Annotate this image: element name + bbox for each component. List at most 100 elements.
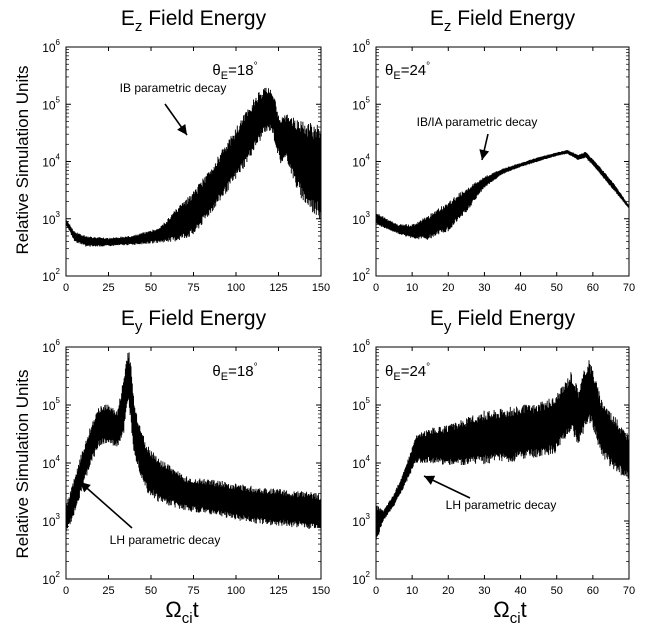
x-tick-label: 40 — [514, 585, 526, 597]
theta-degree: ° — [254, 362, 258, 373]
x-tick-label: 25 — [102, 282, 114, 294]
theta-annotation: θE=18° — [212, 61, 257, 82]
panel-title: Ez Field Energy — [121, 7, 267, 35]
x-tick-label: 40 — [514, 282, 526, 294]
x-tick-label: 0 — [373, 282, 379, 294]
annotation-arrow-head — [177, 123, 187, 135]
y-tick-base: 10 — [42, 41, 56, 55]
x-tick-label: 10 — [406, 585, 418, 597]
y-tick-label: 102 — [352, 267, 370, 284]
x-tick-label: 50 — [145, 585, 157, 597]
xlabel-right-sub: ci — [510, 610, 521, 627]
theta-value: =18 — [228, 363, 253, 380]
data-trace — [375, 150, 630, 240]
theta-symbol: θ — [385, 62, 393, 79]
xlabel-left-sub: ci — [182, 610, 193, 627]
x-tick-label: 50 — [551, 585, 563, 597]
x-tick-label: 25 — [102, 585, 114, 597]
y-tick-exp: 4 — [366, 153, 371, 162]
x-tick-label: 10 — [406, 282, 418, 294]
y-tick-exp: 6 — [56, 338, 61, 347]
y-tick-exp: 3 — [56, 210, 61, 219]
y-tick-exp: 5 — [56, 95, 61, 104]
theta-symbol: θ — [212, 363, 220, 380]
y-tick-exp: 2 — [366, 570, 371, 579]
panel-title-main: E — [121, 307, 135, 330]
xlabel-right: Ωcit — [493, 597, 526, 627]
panel-title: Ez Field Energy — [430, 7, 576, 35]
panel-title-sub: y — [444, 318, 452, 335]
y-tick-base: 10 — [352, 41, 366, 55]
ylabel-bottom: Relative Simulation Units — [13, 370, 32, 559]
theta-symbol: θ — [212, 62, 220, 79]
x-tick-label: 20 — [442, 585, 454, 597]
theta-degree: ° — [254, 61, 258, 72]
data-trace — [65, 87, 322, 247]
y-tick-label: 102 — [42, 267, 60, 284]
theta-value: =24 — [401, 62, 426, 79]
panel-title: Ey Field Energy — [430, 307, 576, 335]
y-tick-base: 10 — [352, 98, 366, 112]
y-tick-base: 10 — [352, 341, 366, 355]
theta-sub: E — [393, 70, 400, 82]
x-tick-label: 30 — [478, 585, 490, 597]
xlabel-right-main: Ω — [493, 597, 509, 622]
y-tick-base: 10 — [42, 156, 56, 170]
x-tick-label: 150 — [312, 282, 330, 294]
y-tick-exp: 2 — [56, 267, 61, 276]
y-tick-label: 103 — [42, 512, 60, 529]
panel-title-main: E — [430, 307, 444, 330]
y-tick-base: 10 — [42, 399, 56, 413]
y-tick-base: 10 — [42, 213, 56, 227]
theta-annotation: θE=24° — [385, 61, 430, 82]
y-tick-label: 105 — [42, 396, 60, 413]
y-tick-exp: 6 — [366, 338, 371, 347]
x-tick-label: 0 — [373, 585, 379, 597]
y-tick-exp: 5 — [366, 396, 371, 405]
y-tick-base: 10 — [352, 573, 366, 587]
x-tick-label: 0 — [63, 282, 69, 294]
panel-title-tail: Field Energy — [451, 307, 575, 330]
annotation-arrow-head — [80, 482, 91, 493]
x-tick-label: 50 — [145, 282, 157, 294]
annotation-arrow-head — [424, 475, 436, 485]
y-tick-base: 10 — [352, 515, 366, 529]
x-tick-label: 60 — [587, 282, 599, 294]
y-tick-exp: 6 — [56, 38, 61, 47]
y-tick-exp: 4 — [366, 454, 371, 463]
ylabel-top: Relative Simulation Units — [13, 66, 32, 255]
theta-value: =24 — [401, 363, 426, 380]
x-tick-label: 75 — [187, 585, 199, 597]
y-tick-exp: 3 — [366, 512, 371, 521]
annotation-arrow-head — [479, 149, 490, 160]
panel-title-sub: z — [135, 18, 143, 35]
x-tick-label: 100 — [227, 282, 245, 294]
y-tick-base: 10 — [42, 457, 56, 471]
data-trace — [65, 352, 322, 532]
y-tick-exp: 4 — [56, 454, 61, 463]
annotation-label: LH parametric decay — [110, 533, 221, 547]
x-tick-label: 20 — [442, 282, 454, 294]
y-tick-base: 10 — [352, 156, 366, 170]
y-tick-label: 106 — [352, 38, 370, 55]
panel-title-main: E — [121, 7, 135, 30]
panel-title-tail: Field Energy — [142, 307, 266, 330]
theta-sub: E — [221, 371, 228, 383]
y-tick-label: 104 — [42, 454, 60, 471]
theta-sub: E — [393, 371, 400, 383]
theta-value: =18 — [228, 62, 253, 79]
panel-title-sub: y — [135, 318, 143, 335]
y-tick-label: 103 — [352, 210, 370, 227]
annotation-arrow-shaft — [79, 481, 133, 529]
y-tick-label: 102 — [352, 570, 370, 587]
y-tick-label: 105 — [352, 396, 370, 413]
x-tick-label: 50 — [551, 282, 563, 294]
y-tick-base: 10 — [352, 399, 366, 413]
theta-annotation: θE=24° — [385, 362, 430, 383]
y-tick-label: 102 — [42, 570, 60, 587]
theta-annotation: θE=18° — [212, 362, 257, 383]
